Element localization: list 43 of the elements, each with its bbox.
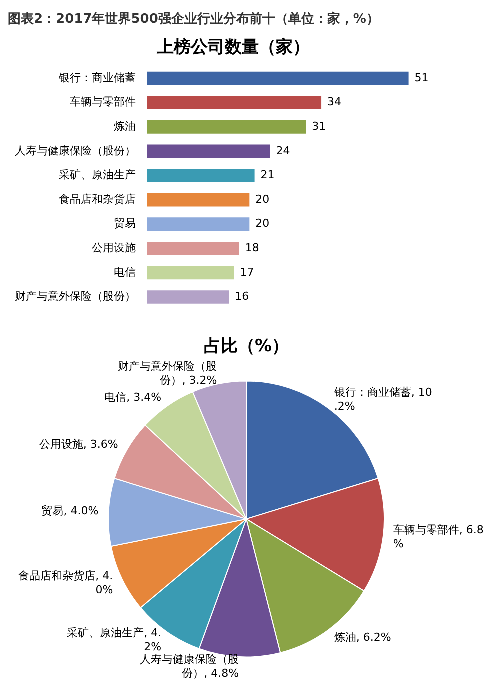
- bar: [147, 120, 306, 134]
- y-tick-label: 电信: [114, 266, 136, 279]
- slice-label: 电信, 3.4%: [104, 390, 162, 404]
- y-tick-label: 贸易: [114, 217, 136, 230]
- slice-label: 采矿、原油生产, 4.2%: [67, 626, 162, 654]
- bar: [147, 242, 240, 256]
- slice-label: 财产与意外保险（股份）, 3.2%: [118, 360, 218, 387]
- data-label: 34: [328, 96, 342, 109]
- chart-title: 图表2：2017年世界500强企业行业分布前十（单位：家，%）: [8, 10, 380, 29]
- data-label: 21: [260, 168, 275, 182]
- y-tick-label: 采矿、原油生产: [59, 168, 136, 182]
- slice-label: 公用设施, 3.6%: [39, 438, 118, 452]
- y-tick-label: 人寿与健康保险（股份）: [15, 144, 136, 158]
- y-tick-label: 公用设施: [92, 242, 136, 255]
- bar: [147, 193, 250, 207]
- slice-label: 车辆与零部件, 6.8%: [393, 523, 484, 550]
- bar: [147, 218, 250, 232]
- slice-label: 银行：商业储蓄, 10.2%: [333, 386, 432, 413]
- data-label: 51: [414, 71, 429, 84]
- y-tick-label: 车辆与零部件: [70, 96, 136, 109]
- bar: [147, 266, 234, 280]
- chart-subtitle: 上榜公司数量（家）: [156, 38, 310, 58]
- slice-label: 食品店和杂货店, 4.0%: [18, 569, 114, 596]
- y-tick-label: 银行：商业储蓄: [58, 71, 136, 84]
- data-label: 17: [240, 266, 254, 279]
- slice-label: 人寿与健康保险（股份）, 4.8%: [140, 652, 240, 680]
- y-tick-label: 炼油: [114, 120, 136, 134]
- data-label: 18: [245, 242, 260, 255]
- bar: [147, 290, 230, 304]
- data-label: 20: [256, 192, 270, 206]
- slice-label: 炼油, 6.2%: [334, 631, 392, 644]
- bar: [147, 169, 255, 182]
- data-label: 31: [312, 120, 326, 134]
- data-label: 16: [235, 290, 250, 304]
- slice-label: 贸易, 4.0%: [42, 504, 99, 518]
- data-label: 20: [256, 217, 270, 230]
- y-tick-label: 财产与意外保险（股份）: [15, 290, 136, 304]
- bar: [147, 144, 270, 158]
- y-tick-label: 食品店和杂货店: [59, 192, 136, 206]
- chart-title: 占比（%）: [204, 336, 290, 357]
- bar: [147, 96, 322, 110]
- data-label: 24: [276, 144, 290, 158]
- bar: [147, 72, 409, 86]
